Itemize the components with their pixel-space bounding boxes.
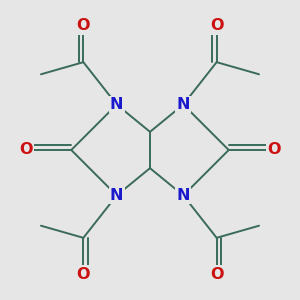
- Text: O: O: [267, 142, 281, 158]
- Text: O: O: [76, 267, 90, 282]
- Text: N: N: [177, 97, 190, 112]
- Text: O: O: [19, 142, 33, 158]
- Text: O: O: [76, 18, 90, 33]
- Text: N: N: [177, 188, 190, 203]
- Text: O: O: [210, 18, 224, 33]
- Text: N: N: [110, 188, 123, 203]
- Text: N: N: [110, 97, 123, 112]
- Text: O: O: [210, 267, 224, 282]
